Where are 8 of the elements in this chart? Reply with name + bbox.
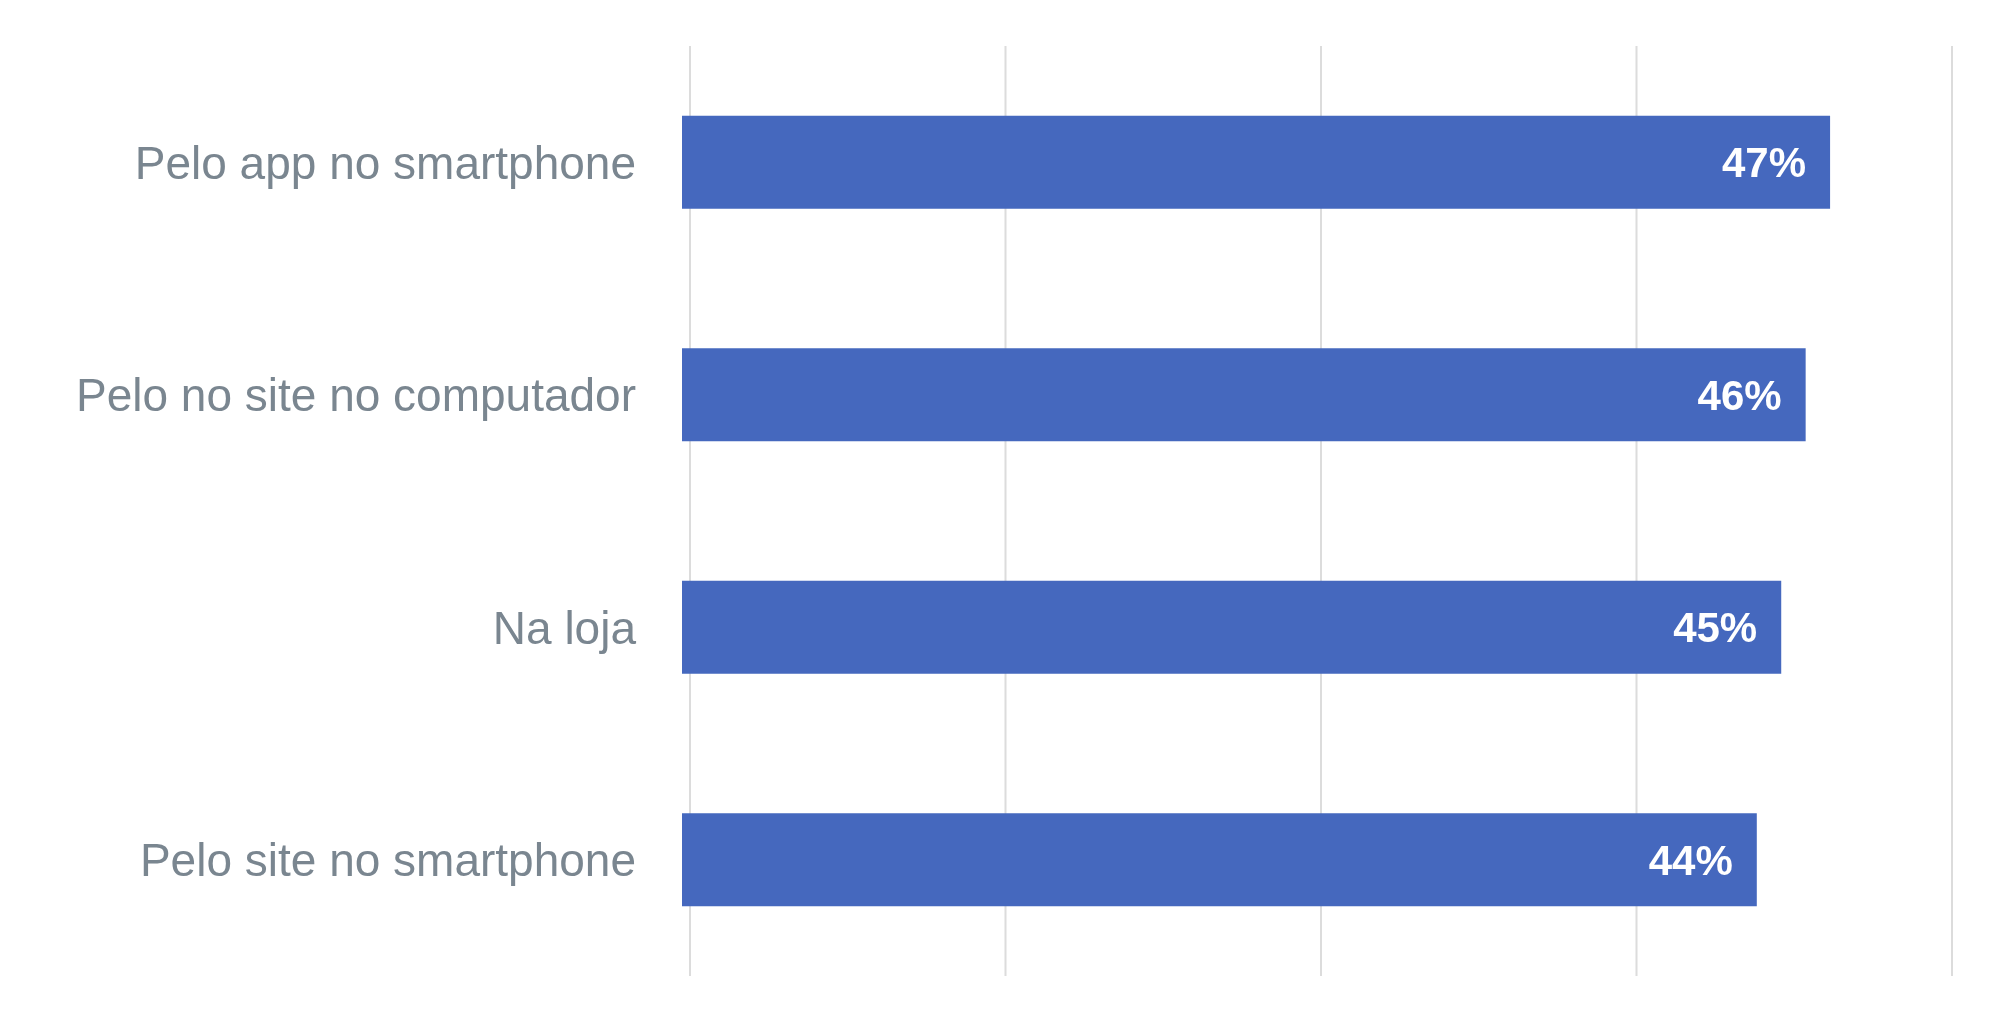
data-label: 46% bbox=[1697, 371, 1782, 419]
data-label: 47% bbox=[1722, 139, 1807, 187]
y-tick-label: Pelo app no smartphone bbox=[134, 136, 636, 189]
data-label: 45% bbox=[1673, 604, 1758, 652]
y-tick-label: Pelo no site no computador bbox=[75, 369, 636, 422]
y-tick-label: Pelo site no smartphone bbox=[139, 834, 636, 887]
data-label: 44% bbox=[1648, 836, 1733, 884]
y-tick-label: Na loja bbox=[492, 601, 637, 654]
